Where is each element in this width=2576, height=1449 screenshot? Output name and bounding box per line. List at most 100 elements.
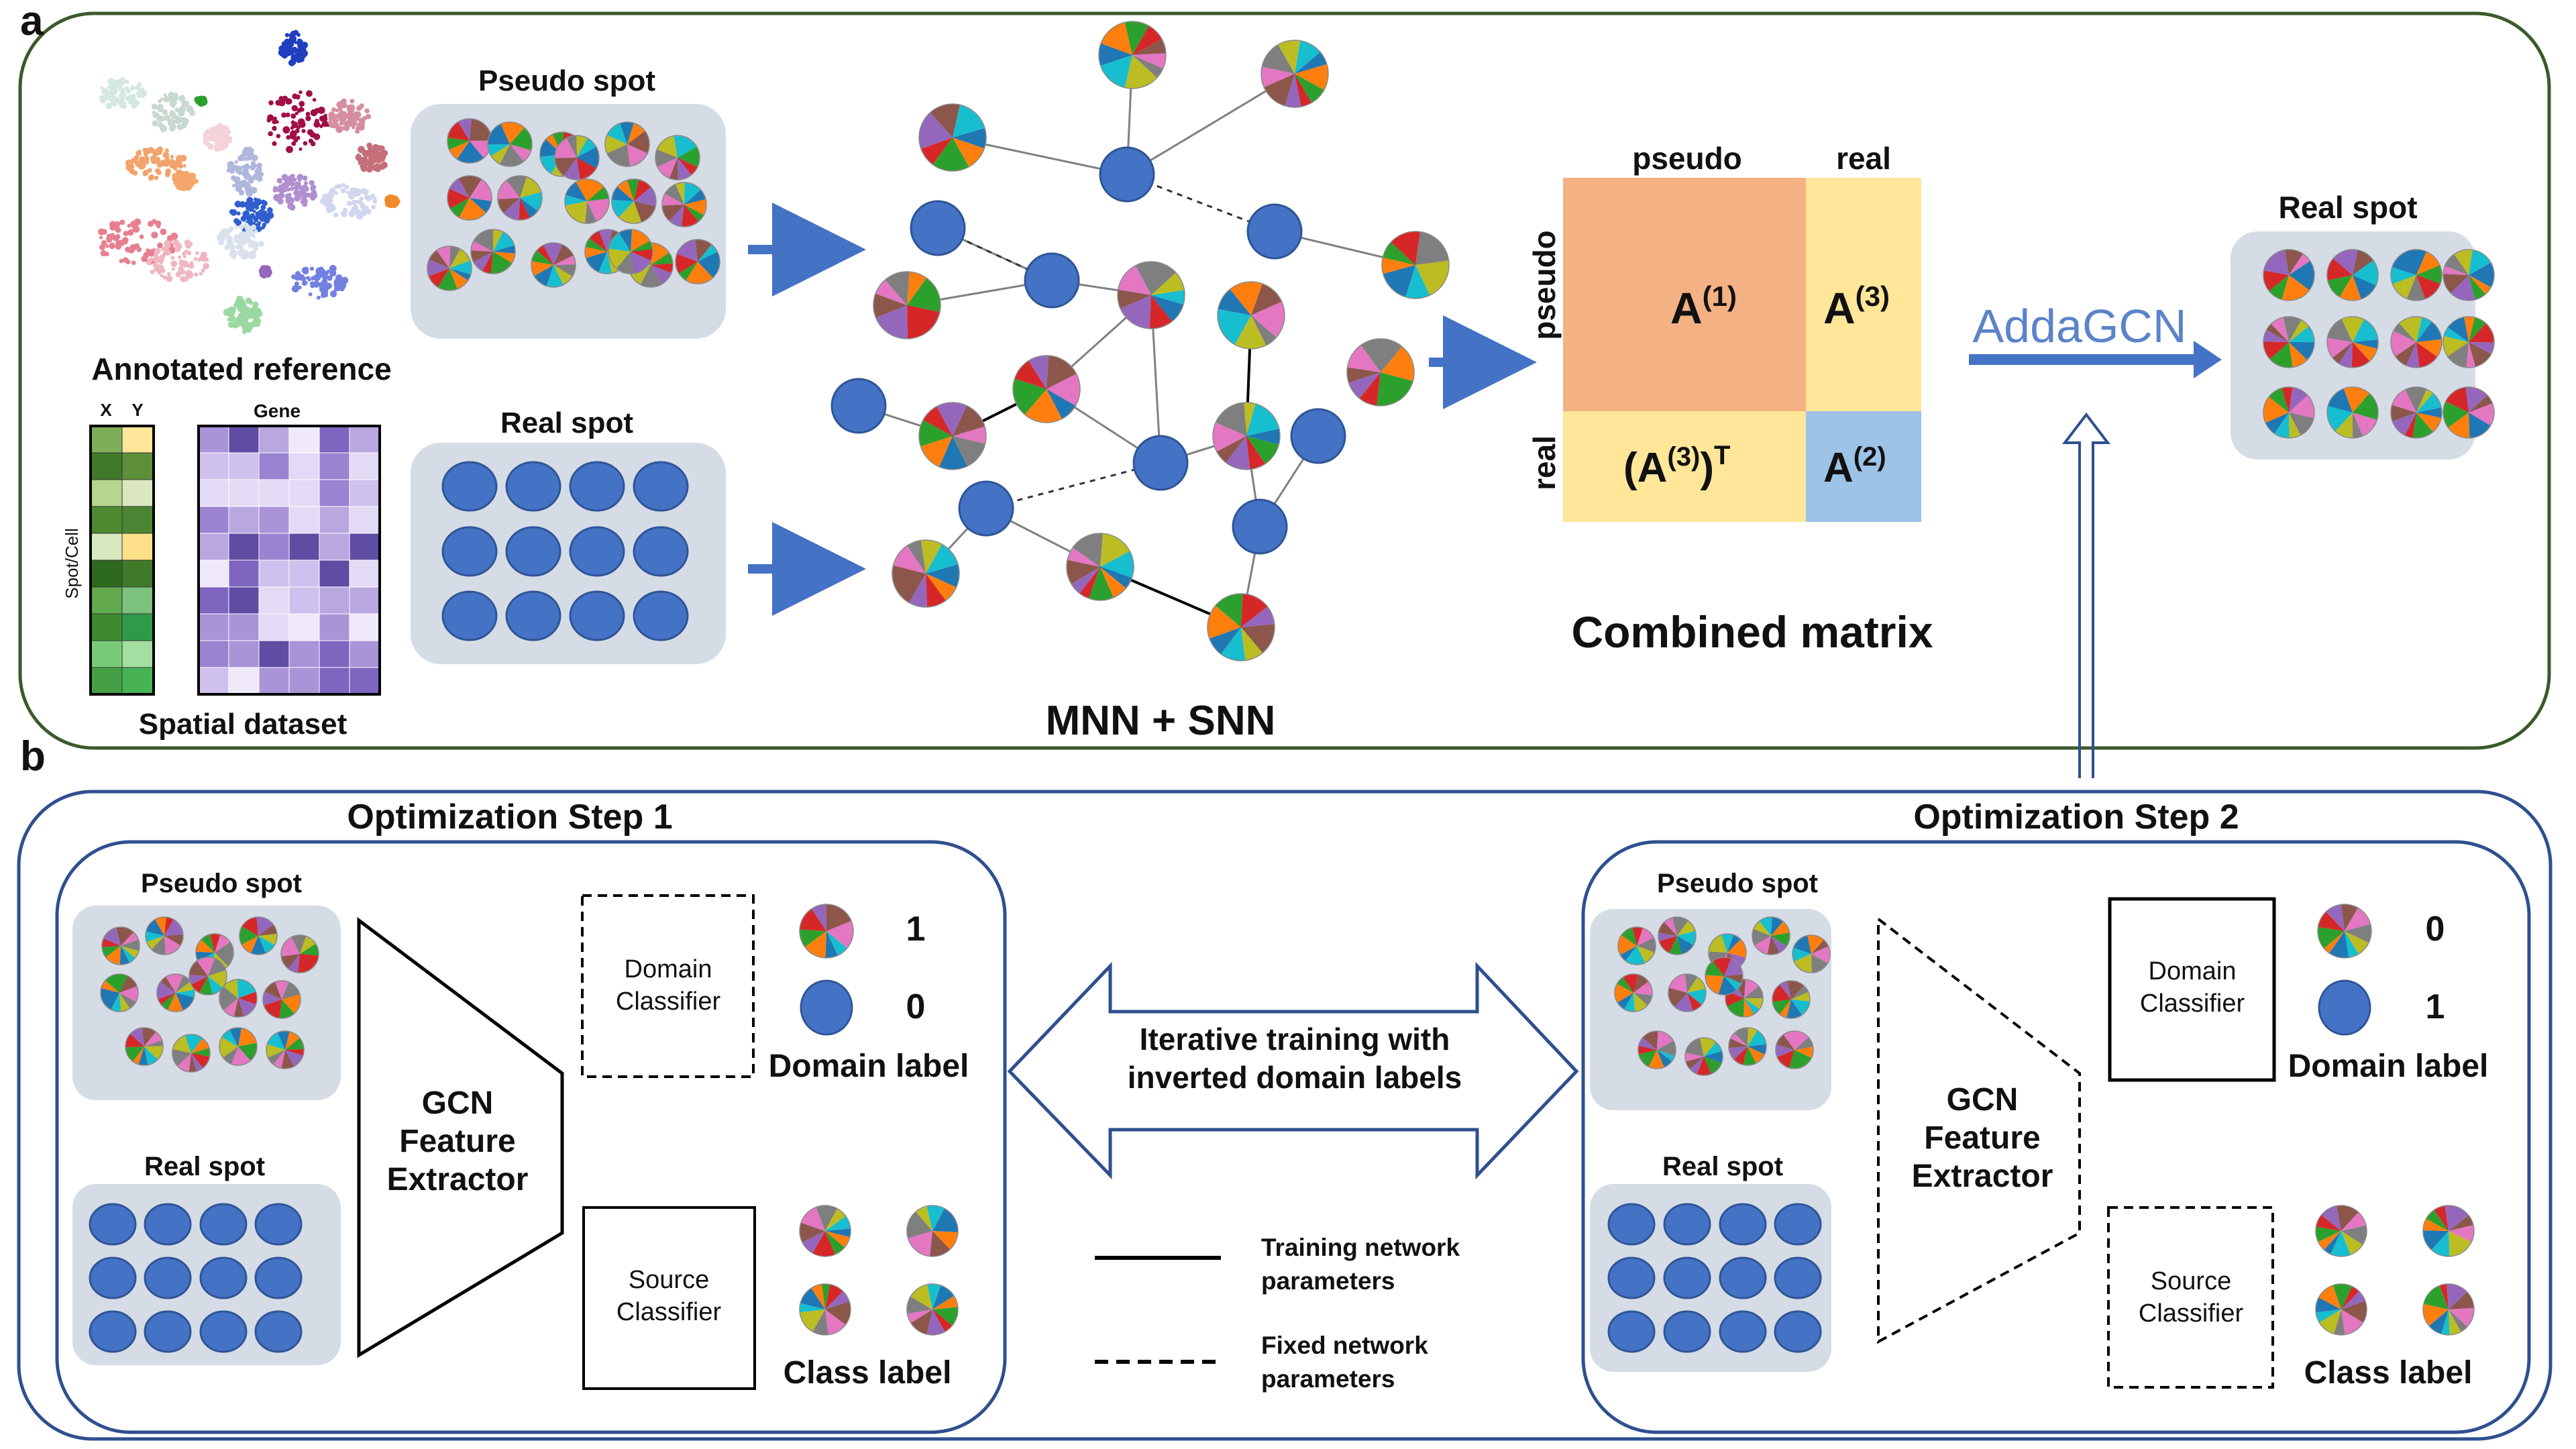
pie-slice xyxy=(2464,317,2475,342)
pie-slice xyxy=(553,244,574,265)
umap-point xyxy=(278,179,282,184)
umap-point xyxy=(217,239,223,246)
spot-circle xyxy=(441,461,498,512)
pie-slice xyxy=(2353,339,2378,349)
gene-cell xyxy=(319,506,350,534)
umap-point xyxy=(125,96,130,101)
pie-slice xyxy=(1705,975,1724,994)
pie-slice xyxy=(1792,947,1811,962)
pie-slice xyxy=(470,140,492,158)
umap-point xyxy=(312,98,317,102)
pie-spot xyxy=(2443,249,2495,301)
pie-slice xyxy=(101,987,119,1010)
pie-outline xyxy=(470,229,516,274)
pie-slice xyxy=(1046,374,1081,406)
umap-point xyxy=(249,252,256,259)
pie-spot xyxy=(1012,355,1081,423)
umap-point xyxy=(266,207,273,213)
pie-slice xyxy=(144,1046,158,1065)
umap-point xyxy=(157,121,164,128)
umap-point xyxy=(164,148,169,153)
pie-slice xyxy=(239,926,258,945)
umap-point xyxy=(127,223,131,228)
pie-slice xyxy=(277,1031,290,1050)
umap-point xyxy=(152,112,159,119)
umap-point xyxy=(288,40,293,44)
pie-slice xyxy=(155,917,166,936)
pie-slice xyxy=(191,1053,210,1068)
umap-point xyxy=(234,225,238,229)
spot-circle xyxy=(1607,1256,1656,1299)
pie-slice xyxy=(1744,979,1759,998)
pie-slice xyxy=(553,265,573,285)
pie-slice xyxy=(651,252,673,265)
pie-slice xyxy=(915,1205,932,1231)
pie-spot xyxy=(1617,926,1656,965)
umap-point xyxy=(356,209,362,216)
pie-slice xyxy=(1793,935,1811,954)
umap-point xyxy=(100,250,107,257)
pie-slice xyxy=(2316,1215,2341,1231)
umap-point xyxy=(276,133,281,139)
pie-slice xyxy=(1100,567,1132,588)
step1-gcn-extractor-shape xyxy=(357,916,564,1358)
pie-slice xyxy=(1689,1057,1704,1074)
pie-slice xyxy=(1226,436,1250,470)
spot-circle xyxy=(144,1256,192,1299)
umap-point xyxy=(176,124,182,129)
umap-point xyxy=(322,193,327,199)
pie-slice xyxy=(300,936,316,954)
pie-outline xyxy=(918,103,987,172)
umap-point xyxy=(178,255,182,260)
pie-slice xyxy=(130,1028,144,1046)
pie-slice xyxy=(811,1284,825,1309)
pie-outline xyxy=(2443,316,2495,368)
umap-point xyxy=(308,292,313,297)
pie-slice xyxy=(238,991,257,1005)
pie-slice xyxy=(893,545,926,574)
pie-slice xyxy=(1244,402,1256,436)
spot-circle xyxy=(1132,435,1189,491)
gene-cell xyxy=(288,586,320,614)
pie-slice xyxy=(649,243,669,265)
pie-slice xyxy=(932,1309,953,1332)
umap-point xyxy=(164,115,171,121)
umap-point xyxy=(348,210,356,217)
pie-slice xyxy=(470,119,492,141)
pie-outline xyxy=(172,1034,211,1073)
umap-point xyxy=(244,237,251,244)
umap-point xyxy=(264,216,270,223)
pie-slice xyxy=(907,1212,932,1238)
pie-slice xyxy=(449,249,470,268)
x-cell xyxy=(90,533,123,561)
pie-spot xyxy=(101,926,140,965)
pie-spot xyxy=(1066,533,1134,601)
umap-point xyxy=(156,162,163,168)
umap-point xyxy=(308,138,313,144)
umap-point xyxy=(233,320,239,326)
umap-point xyxy=(219,235,223,239)
umap-point xyxy=(368,156,373,160)
umap-point xyxy=(250,224,257,230)
pie-slice xyxy=(520,192,543,211)
umap-point xyxy=(152,262,158,268)
pie-slice xyxy=(1687,977,1706,993)
gene-cell xyxy=(319,533,350,561)
pie-slice xyxy=(2449,1309,2461,1335)
pie-outline xyxy=(219,1027,258,1066)
pie-outline xyxy=(799,1205,851,1257)
pie-slice xyxy=(684,182,701,205)
pie-slice xyxy=(1705,961,1724,976)
pie-slice xyxy=(500,122,525,144)
pie-slice xyxy=(449,198,470,218)
panel-b-letter: b xyxy=(20,733,46,780)
pie-slice xyxy=(2469,342,2494,354)
pie-outline xyxy=(2443,386,2495,439)
umap-point xyxy=(177,182,183,189)
umap-point xyxy=(374,166,381,172)
umap-point xyxy=(169,110,174,115)
pie-spot xyxy=(1775,1030,1814,1069)
gene-cell xyxy=(198,479,229,507)
pie-slice xyxy=(627,144,648,166)
matrix-block-a3 xyxy=(1806,178,1921,411)
